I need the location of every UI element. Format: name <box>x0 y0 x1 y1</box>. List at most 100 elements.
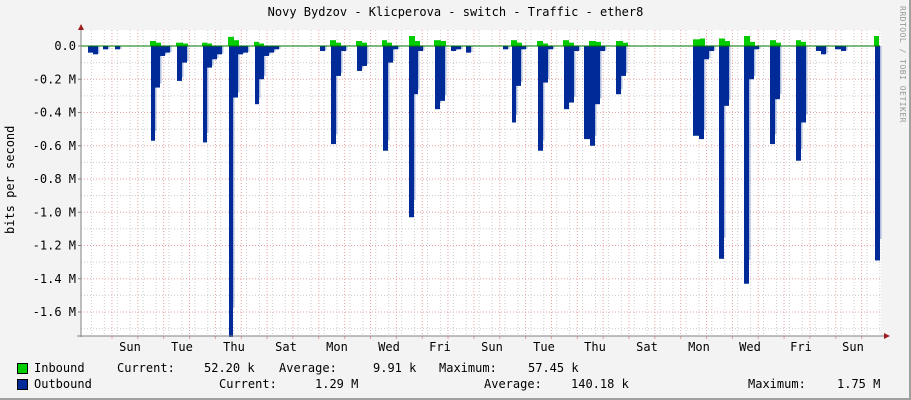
outbound-bar-edge <box>574 46 576 97</box>
inbound-bar <box>183 43 188 46</box>
outbound-bar-edge <box>248 46 250 52</box>
outbound-bar-edge <box>729 46 731 100</box>
outbound-bar-edge <box>393 46 395 61</box>
outbound-bar <box>259 46 264 80</box>
inbound-bar <box>409 36 415 46</box>
outbound-bar-edge <box>579 46 581 51</box>
inbound-average-label: Average: <box>279 361 337 375</box>
plot-area <box>81 30 881 336</box>
outbound-bar-edge <box>445 46 447 96</box>
inbound-bar <box>623 42 628 46</box>
outbound-bar <box>693 46 699 136</box>
outbound-bar-edge <box>170 46 172 52</box>
inbound-bar <box>770 40 776 46</box>
outbound-bar <box>512 46 516 123</box>
outbound-bar-edge <box>724 46 726 238</box>
inbound-maximum-label: Maximum: <box>439 361 497 375</box>
y-axis-ticks: 0.0 -0.2 M -0.4 M -0.6 M -0.8 M -1.0 M -1.2 M -… <box>33 39 76 319</box>
outbound-bar-edge <box>187 46 189 61</box>
outbound-bar-edge <box>98 46 100 54</box>
outbound-bar <box>719 46 724 259</box>
outbound-bar <box>212 46 217 60</box>
outbound-bar-edge <box>521 46 523 82</box>
outbound-bar <box>503 46 508 50</box>
y-axis-arrow-icon <box>78 24 84 30</box>
outbound-bar <box>362 46 367 66</box>
graph-title: Novy Bydzov - Klicperova - switch - Traf… <box>267 5 644 19</box>
outbound-bar-edge <box>423 46 425 51</box>
outbound-bar <box>621 46 626 76</box>
outbound-bar <box>160 46 165 56</box>
outbound-bar-edge <box>759 46 761 49</box>
inbound-bar <box>517 42 522 46</box>
outbound-bar <box>595 46 600 105</box>
outbound-bar <box>709 46 714 51</box>
outbound-bar <box>770 46 775 145</box>
legend-outbound: Outbound Current: 1.29 M Average: 140.18… <box>0 377 911 393</box>
outbound-bar <box>233 46 238 98</box>
outbound-bar <box>699 46 704 140</box>
inbound-bar <box>796 40 801 46</box>
x-tick-label: Tue <box>171 340 193 354</box>
outbound-bar-edge <box>336 46 338 135</box>
outbound-bar <box>440 46 445 101</box>
outbound-bar-edge <box>238 46 240 93</box>
outbound-bar-edge <box>160 46 162 84</box>
outbound-bar <box>217 46 222 55</box>
outbound-bar <box>274 46 279 50</box>
outbound-bar <box>816 46 821 51</box>
outbound-average-value: 140.18 k <box>571 377 629 391</box>
outbound-bar <box>821 46 826 55</box>
outbound-bar-edge <box>388 46 390 141</box>
outbound-bar-edge <box>108 46 110 49</box>
inbound-bar <box>156 42 161 46</box>
outbound-bar-edge <box>806 46 808 115</box>
outbound-bar-edge <box>264 46 266 76</box>
outbound-bar <box>801 46 806 123</box>
legend-inbound: Inbound Current: 52.20 k Average: 9.91 k… <box>0 361 911 377</box>
outbound-bar <box>93 46 98 55</box>
outbound-bar-edge <box>325 46 327 51</box>
y-tick-label: -0.8 M <box>33 172 76 186</box>
outbound-bar <box>243 46 248 53</box>
inbound-bar <box>543 43 548 46</box>
inbound-bar <box>434 40 441 46</box>
inbound-bar <box>202 42 207 46</box>
inbound-average-value: 9.91 k <box>373 361 417 375</box>
outbound-bar-edge <box>826 46 828 54</box>
inbound-bar <box>511 40 517 46</box>
inbound-bar <box>750 41 755 46</box>
inbound-bar <box>616 41 623 46</box>
y-tick-label: -1.0 M <box>33 205 76 219</box>
outbound-bar-edge <box>846 46 848 51</box>
inbound-bar <box>234 40 239 46</box>
outbound-bar <box>418 46 423 51</box>
outbound-bar-edge <box>461 46 463 49</box>
outbound-bar-edge <box>600 46 602 99</box>
outbound-bar-edge <box>222 46 224 54</box>
outbound-bar-edge <box>543 46 545 141</box>
outbound-bar <box>165 46 170 53</box>
outbound-bar <box>409 46 414 218</box>
outbound-bar <box>841 46 846 51</box>
outbound-bar <box>466 46 471 53</box>
outbound-bar-edge <box>880 46 882 240</box>
outbound-bar-edge <box>704 46 706 130</box>
inbound-bar <box>693 39 700 46</box>
outbound-bar-edge <box>508 46 510 49</box>
outbound-label: Outbound <box>34 377 92 391</box>
outbound-bar <box>590 46 595 146</box>
inbound-bar <box>207 43 212 46</box>
inbound-bar <box>596 41 601 46</box>
inbound-bar <box>569 42 574 46</box>
outbound-bar-edge <box>605 46 607 51</box>
x-tick-label: Thu <box>584 340 606 354</box>
outbound-bar <box>320 46 325 51</box>
inbound-bar <box>415 41 420 46</box>
inbound-bar <box>387 42 392 46</box>
x-tick-label: Thu <box>223 340 245 354</box>
inbound-bar <box>719 38 725 46</box>
inbound-bar <box>441 41 446 46</box>
